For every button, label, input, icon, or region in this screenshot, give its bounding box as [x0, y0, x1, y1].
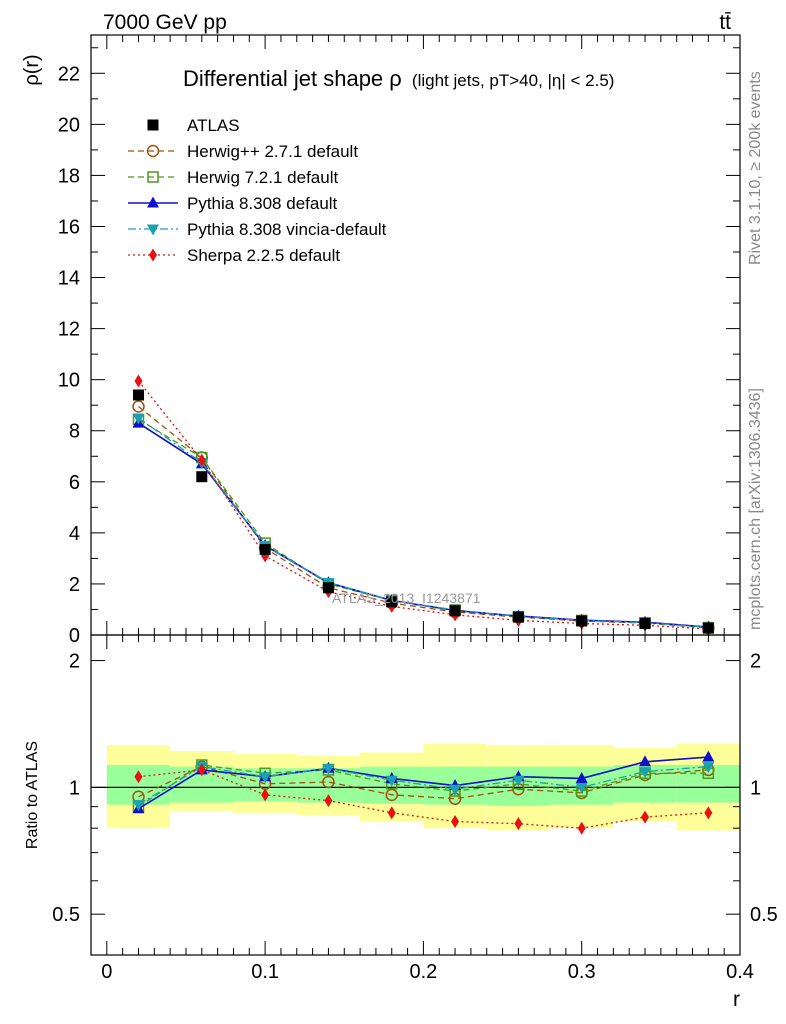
legend-label: Pythia 8.308 vincia-default [187, 220, 387, 239]
main-title-text: Differential jet shape ρ [183, 66, 402, 91]
ratio-data-point [702, 762, 715, 774]
ratio-series-4 [134, 763, 713, 835]
main-data-point [132, 400, 145, 413]
legend-label: Herwig 7.2.1 default [187, 168, 338, 187]
main-ytick-label: 18 [58, 165, 80, 187]
ratio-xtick-label: 0.3 [568, 961, 596, 983]
ratio-series-line [138, 756, 709, 810]
ratio-series-line [138, 769, 709, 829]
legend: ATLAS Herwig++ 2.7.1 default Herwig 7.2.1 … [128, 116, 387, 265]
main-title: Differential jet shape ρ (light jets, pT… [183, 66, 614, 91]
legend-label: Pythia 8.308 default [187, 194, 338, 213]
ratio-data-point [132, 800, 145, 812]
main-ytick-label: 0 [69, 625, 80, 647]
ratio-ylabel: Ratio to ATLAS [24, 741, 41, 849]
main-ylabel: ρ(r) [21, 54, 43, 85]
ratio-data-point [639, 767, 652, 779]
rivet-version-label: Rivet 3.1.10, ≥ 200k events [747, 71, 764, 265]
main-ytick-label: 22 [58, 63, 80, 85]
main-title-cuts: (light jets, pT>40, |η| < 2.5) [412, 71, 615, 90]
ratio-series-line [138, 765, 709, 800]
ratio-data-point [134, 770, 143, 784]
legend-label: ATLAS [187, 116, 240, 135]
legend-label: Herwig++ 2.7.1 default [187, 142, 358, 161]
legend-marker [147, 224, 159, 236]
analysis-watermark: ATLAS_2013_I1243871 [332, 590, 481, 606]
main-ytick-label: 6 [69, 472, 80, 494]
mcplots-label: mcplots.cern.ch [arXiv:1306.3436] [747, 388, 764, 630]
beam-label: 7000 GeV pp [103, 11, 227, 34]
ratio-xtick-label: 0 [101, 961, 112, 983]
main-atlas-data-point [449, 605, 461, 617]
legend-marker [147, 119, 159, 131]
ratio-xtick-label: 0.4 [726, 961, 754, 983]
ratio-data-point [512, 775, 525, 787]
process-label: tt̄ [719, 11, 731, 34]
ratio-xtick-label: 0.2 [410, 961, 438, 983]
ratio-data-point [385, 775, 398, 787]
ratio-data-point [704, 806, 713, 820]
main-panel: 0 2 4 6 8 10 12 14 16 18 20 22 ρ(r) Differential je… [21, 34, 741, 647]
ratio-xtick-label: 0.1 [251, 961, 279, 983]
legend-marker [147, 196, 159, 208]
main-atlas-data-point [386, 596, 398, 608]
ratio-data-point [641, 810, 650, 824]
ratio-ytick-label: 1 [69, 777, 80, 799]
main-ytick-label: 20 [58, 114, 80, 136]
ratio-data-point [387, 806, 396, 820]
ratio-ytick-label-right: 0.5 [750, 904, 778, 926]
ratio-data-point [197, 763, 206, 777]
ratio-data-point [702, 750, 715, 762]
ratio-data-point [575, 771, 588, 783]
main-ytick-label: 2 [69, 574, 80, 596]
main-atlas-data-point [512, 611, 524, 623]
ratio-series-line [138, 764, 709, 808]
legend-marker [149, 248, 157, 262]
main-ytick-label: 12 [58, 319, 80, 341]
ratio-data-point [324, 794, 333, 808]
ratio-panel: 0.5 0.51 12 2 0 0.1 0.2 0.3 0.4 Ratio to ATLAS … [24, 634, 778, 1011]
main-data-point [197, 453, 206, 467]
legend-marker [146, 144, 160, 158]
main-ytick-label: 16 [58, 216, 80, 238]
ratio-data-point [451, 814, 460, 828]
ratio-data-point [259, 772, 272, 784]
main-ytick-label: 8 [69, 421, 80, 443]
main-data-point [134, 374, 143, 388]
ratio-data-point [322, 775, 335, 789]
ratio-xlabel: r [733, 988, 740, 1011]
main-series-line [137, 380, 709, 630]
ratio-ytick-label: 2 [69, 651, 80, 673]
ratio-ytick-label-right: 2 [750, 651, 761, 673]
main-atlas-data-point [639, 618, 651, 630]
legend-marker [147, 171, 159, 183]
ratio-data-point [639, 755, 652, 767]
main-ytick-label: 4 [69, 523, 80, 545]
main-ytick-label: 14 [58, 268, 80, 290]
main-series-line [138, 417, 709, 628]
ratio-ytick-label-right: 1 [750, 777, 761, 799]
legend-label: Sherpa 2.2.5 default [187, 246, 340, 265]
ratio-data-point [449, 784, 462, 796]
ratio-data-point [575, 782, 588, 794]
main-atlas-data-point [196, 471, 208, 483]
main-ytick-label: 10 [58, 370, 80, 392]
main-atlas-data-point [132, 389, 144, 401]
ratio-data-point [514, 817, 523, 831]
main-atlas-data-point [322, 582, 334, 594]
ratio-frame [90, 634, 741, 956]
ratio-ytick-label: 0.5 [52, 904, 80, 926]
main-atlas-data-point [259, 543, 271, 555]
main-data-point [132, 413, 145, 425]
main-atlas-data-point [576, 615, 588, 627]
ratio-data-point [322, 763, 335, 775]
ratio-data-point [577, 821, 586, 835]
ratio-data-point [261, 788, 270, 802]
